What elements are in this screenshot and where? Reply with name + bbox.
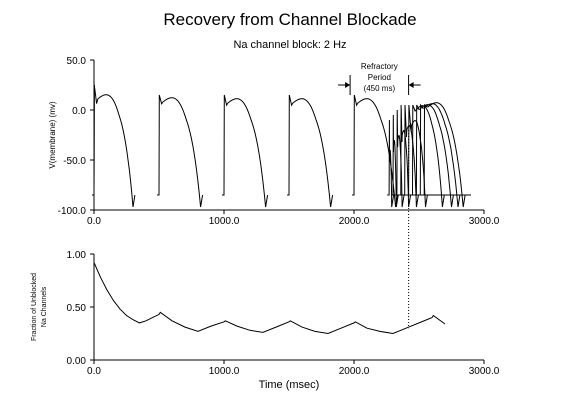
refractory-right-arrowhead <box>408 82 414 88</box>
refractory-label-3: (450 ms) <box>364 84 396 93</box>
refractory-label-1: Refractory <box>361 62 398 71</box>
frac-series-line <box>93 262 446 335</box>
vm-beat-1 <box>92 84 136 208</box>
vm-test-trace-3 <box>394 109 405 208</box>
vm-beat-2 <box>157 94 204 208</box>
frac-y-tick-label: 1.00 <box>67 250 87 261</box>
frac-x-label: Time (msec) <box>259 379 320 391</box>
refractory-left-arrowhead <box>345 82 351 88</box>
chart-subtitle: Na channel block: 2 Hz <box>233 39 347 51</box>
frac-y-tick-label: 0.50 <box>67 303 87 314</box>
vm-y-tick-label: -100.0 <box>58 206 87 217</box>
vm-x-tick-label: 1000.0 <box>209 216 240 227</box>
membrane-potential-panel: 0.0 1000.0 2000.0 3000.0 -100.0 -50.0 0.0 50.0 V… <box>48 56 500 227</box>
refractory-label-2: Period <box>368 73 391 82</box>
vm-y-tick-label: 50.0 <box>67 56 87 67</box>
frac-y-tick-label: 0.00 <box>67 356 87 367</box>
frac-x-tick-label: 1000.0 <box>209 366 240 377</box>
vm-beat-4 <box>287 94 334 208</box>
vm-test-trace-10 <box>422 102 466 208</box>
vm-x-tick-label: 0.0 <box>87 216 101 227</box>
vm-test-trace-1 <box>387 119 395 208</box>
chart-title: Recovery from Channel Blockade <box>163 10 417 29</box>
vm-x-tick-label: 3000.0 <box>469 216 500 227</box>
vm-x-tick-label: 2000.0 <box>339 216 370 227</box>
frac-x-tick-label: 0.0 <box>87 366 101 377</box>
vm-y-tick-label: -50.0 <box>63 156 86 167</box>
unblocked-fraction-panel: 0.0 1000.0 2000.0 3000.0 0.00 0.50 1.00 Fractio… <box>31 250 500 391</box>
vm-test-trace-7 <box>410 104 445 208</box>
frac-x-tick-label: 2000.0 <box>339 366 370 377</box>
vm-test-trace-2 <box>391 114 399 208</box>
vm-beat-3 <box>222 94 269 208</box>
vm-y-label: V(membrane) (mv) <box>48 101 57 168</box>
vm-y-tick-label: 0.0 <box>72 106 86 117</box>
frac-y-label: Fraction of Unblocked Na Channels <box>31 273 48 341</box>
frac-x-tick-label: 3000.0 <box>469 366 500 377</box>
